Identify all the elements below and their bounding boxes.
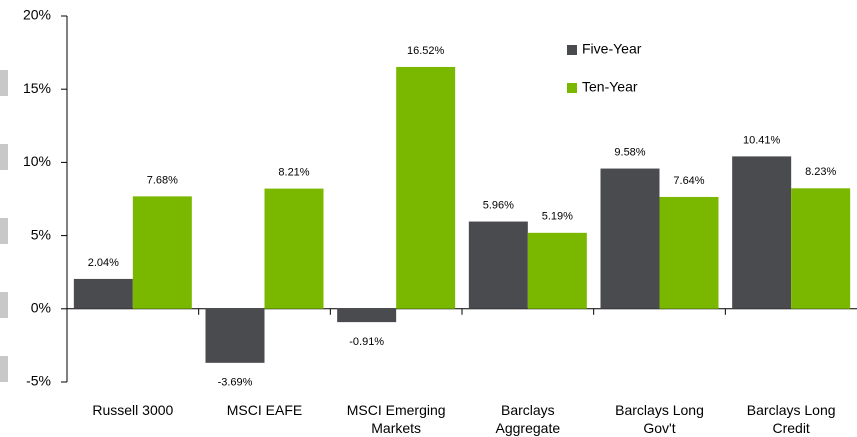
x-tick-label: Barclays Aggregate [495, 402, 561, 436]
decoration [0, 292, 8, 318]
bar [600, 168, 660, 309]
bar [264, 188, 324, 309]
bar [732, 156, 792, 309]
y-tick-label: 0% [31, 300, 51, 316]
bar [791, 188, 851, 309]
data-label: 8.21% [278, 167, 309, 179]
legend-swatch [567, 45, 577, 55]
bar [337, 308, 397, 323]
bar [659, 196, 719, 309]
decoration [0, 70, 8, 96]
data-label: -0.91% [349, 336, 384, 348]
data-label: 5.96% [483, 199, 514, 211]
y-tick-label: 5% [31, 226, 51, 242]
bar [205, 308, 265, 363]
y-tick-label: -5% [26, 373, 51, 389]
data-label: 8.23% [805, 166, 836, 178]
bar [527, 232, 587, 309]
decoration [0, 356, 8, 382]
legend-label: Five-Year [582, 41, 642, 57]
y-tick-label: 10% [23, 153, 51, 169]
y-tick-label: 20% [23, 7, 51, 23]
y-tick-label: 15% [23, 80, 51, 96]
legend-swatch [567, 83, 577, 93]
decoration [0, 144, 8, 170]
x-tick-label: MSCI Emerging Markets [346, 402, 446, 436]
data-label: 7.64% [673, 175, 704, 187]
data-label: 2.04% [88, 257, 119, 269]
x-tick-label: Barclays Long Gov't [615, 402, 704, 436]
legend-label: Ten-Year [582, 79, 638, 95]
data-label: 5.19% [542, 211, 573, 223]
x-tick-label: Barclays Long Credit [746, 402, 836, 436]
data-label: 16.52% [407, 45, 445, 57]
decoration [0, 218, 8, 244]
bar [132, 196, 192, 309]
data-label: 10.41% [743, 134, 781, 146]
x-tick-label: MSCI EAFE [226, 402, 303, 418]
data-label: 9.58% [614, 146, 645, 158]
bar [73, 278, 133, 309]
data-label: 7.68% [147, 174, 178, 186]
data-label: -3.69% [218, 377, 253, 389]
bar [468, 221, 528, 309]
x-tick-label: Russell 3000 [92, 402, 174, 418]
bar [396, 66, 456, 309]
